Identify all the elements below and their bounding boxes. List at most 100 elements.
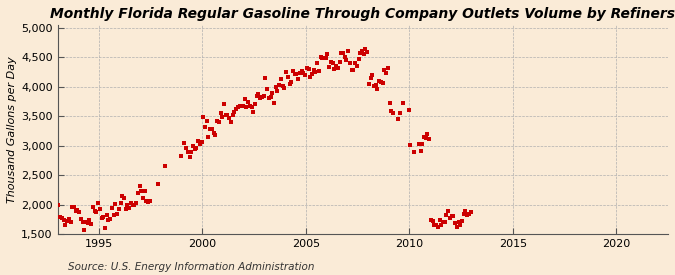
Point — [319, 56, 329, 61]
Point — [70, 208, 81, 213]
Point — [363, 82, 374, 86]
Point — [332, 65, 343, 70]
Point — [126, 200, 136, 205]
Point — [456, 219, 467, 223]
Point — [76, 216, 86, 221]
Point — [393, 117, 404, 121]
Point — [324, 65, 335, 69]
Point — [434, 218, 445, 222]
Point — [179, 141, 190, 145]
Point — [429, 223, 440, 227]
Point — [115, 201, 126, 205]
Point — [241, 105, 252, 109]
Point — [127, 202, 138, 207]
Point — [201, 119, 212, 123]
Point — [344, 61, 355, 65]
Point — [246, 104, 257, 109]
Point — [176, 153, 186, 158]
Point — [453, 220, 464, 224]
Point — [212, 119, 223, 123]
Point — [290, 72, 300, 76]
Point — [306, 72, 317, 76]
Point — [95, 207, 105, 211]
Point — [352, 64, 362, 68]
Point — [312, 61, 323, 65]
Point — [122, 203, 133, 207]
Point — [244, 103, 255, 108]
Point — [334, 59, 345, 64]
Point — [421, 136, 431, 140]
Point — [379, 68, 389, 73]
Point — [355, 50, 366, 55]
Point — [189, 147, 200, 151]
Point — [377, 81, 388, 85]
Point — [460, 209, 471, 213]
Point — [445, 216, 456, 220]
Y-axis label: Thousand Gallons per Day: Thousand Gallons per Day — [7, 56, 17, 203]
Point — [436, 223, 447, 228]
Point — [286, 80, 296, 85]
Point — [65, 220, 76, 224]
Point — [82, 221, 93, 225]
Point — [331, 64, 342, 68]
Point — [188, 144, 198, 148]
Point — [96, 216, 107, 220]
Point — [329, 67, 340, 72]
Title: Monthly Florida Regular Gasoline Through Company Outlets Volume by Refiners: Monthly Florida Regular Gasoline Through… — [51, 7, 675, 21]
Point — [184, 155, 195, 160]
Point — [129, 203, 140, 207]
Point — [236, 104, 246, 109]
Point — [327, 60, 338, 65]
Point — [194, 142, 205, 146]
Point — [238, 104, 248, 109]
Point — [153, 181, 164, 186]
Point — [103, 218, 114, 222]
Point — [186, 150, 196, 154]
Point — [300, 73, 310, 77]
Point — [360, 47, 371, 51]
Point — [313, 69, 324, 73]
Point — [450, 221, 460, 226]
Point — [227, 113, 238, 117]
Point — [191, 146, 202, 150]
Point — [275, 77, 286, 82]
Point — [305, 75, 316, 79]
Point — [271, 85, 281, 89]
Point — [144, 199, 155, 203]
Point — [219, 102, 230, 106]
Point — [69, 204, 80, 209]
Point — [217, 115, 227, 120]
Point — [310, 70, 321, 75]
Point — [136, 189, 146, 193]
Point — [222, 113, 233, 117]
Text: Source: U.S. Energy Information Administration: Source: U.S. Energy Information Administ… — [68, 262, 314, 272]
Point — [293, 76, 304, 81]
Point — [113, 207, 124, 211]
Point — [338, 51, 348, 55]
Point — [301, 66, 312, 70]
Point — [265, 94, 276, 99]
Point — [303, 67, 314, 71]
Point — [296, 68, 307, 73]
Point — [225, 120, 236, 125]
Point — [231, 106, 242, 111]
Point — [63, 216, 74, 221]
Point — [119, 196, 130, 200]
Point — [321, 56, 331, 60]
Point — [383, 66, 394, 70]
Point — [100, 226, 111, 230]
Point — [107, 205, 117, 210]
Point — [308, 68, 319, 72]
Point — [108, 213, 119, 218]
Point — [101, 213, 112, 217]
Point — [234, 104, 245, 109]
Point — [441, 213, 452, 217]
Point — [203, 135, 214, 139]
Point — [79, 227, 90, 232]
Point — [446, 214, 457, 218]
Point — [253, 92, 264, 97]
Point — [348, 68, 358, 72]
Point — [414, 142, 425, 146]
Point — [341, 57, 352, 62]
Point — [405, 142, 416, 147]
